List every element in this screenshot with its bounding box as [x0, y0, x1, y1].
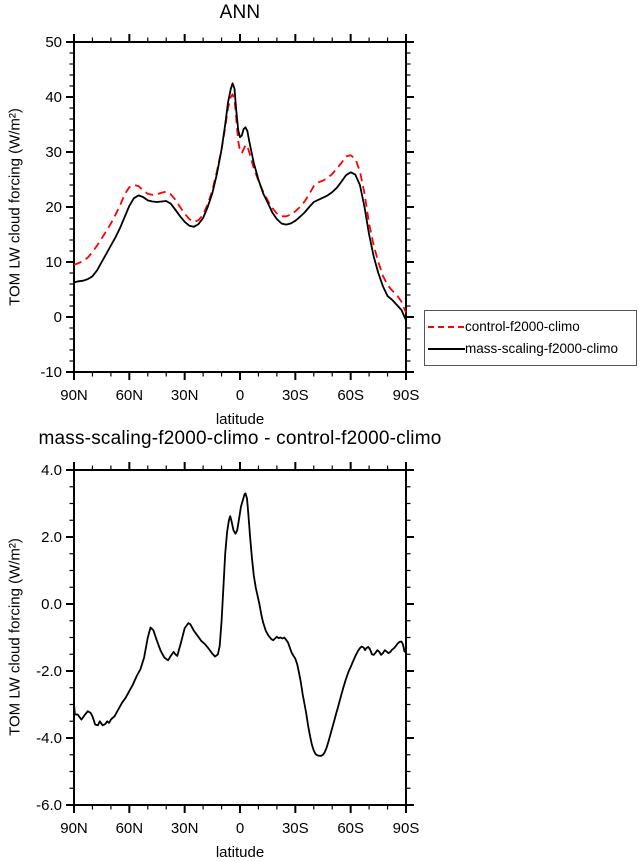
x-tick-label: 30S [282, 387, 309, 404]
y-tick-label: -10 [40, 364, 62, 381]
series-line [73, 93, 407, 313]
x-tick-label: 90S [393, 820, 420, 837]
x-tick-label: 60S [337, 820, 364, 837]
y-tick-label: -6.0 [36, 797, 62, 814]
y-tick-label: 2.0 [41, 529, 62, 546]
x-tick-label: 90N [60, 387, 88, 404]
bottom-chart-title: mass-scaling-f2000-climo - control-f2000… [38, 428, 442, 449]
chart-0: 90N 60N 30N 0 30S 60S 90S 50 40 30 20 10 0 -10 [40, 34, 419, 404]
legend-box: control-f2000-climo mass-scaling-f2000-c… [424, 310, 637, 366]
x-tick-label: 90S [393, 387, 420, 404]
red-dashed-line-icon [428, 326, 465, 329]
y-tick-label: 20 [45, 199, 62, 216]
y-tick-label: 50 [45, 34, 62, 51]
x-tick-label: 60N [116, 820, 144, 837]
y-tick-label: 0 [54, 309, 62, 326]
y-tick-label: 10 [45, 254, 62, 271]
y-tick-label: -4.0 [36, 730, 62, 747]
series-line [73, 82, 407, 321]
x-tick-label: 90N [60, 820, 88, 837]
y-tick-label: 40 [45, 89, 62, 106]
top-chart-title: ANN [219, 2, 261, 23]
bottom-chart-y-axis-label: TOM LW cloud forcing (W/m²) [6, 538, 24, 736]
bottom-chart-x-axis-label: latitude [215, 844, 265, 861]
x-tick-label: 0 [236, 820, 244, 837]
y-tick-label: 0.0 [41, 596, 62, 613]
series-line [73, 492, 407, 757]
chart-1: 90N 60N 30N 0 30S 60S 90S 4.0 2.0 0.0 -2.0 -4.0 -6.0 [36, 462, 419, 837]
legend-label-control: control-f2000-climo [465, 319, 580, 335]
black-solid-line-icon [428, 347, 465, 350]
top-chart-x-axis-label: latitude [215, 411, 265, 428]
x-tick-label: 30S [282, 820, 309, 837]
y-tick-label: 30 [45, 144, 62, 161]
x-tick-label: 30N [171, 820, 199, 837]
x-tick-label: 60S [337, 387, 364, 404]
y-tick-label: -2.0 [36, 663, 62, 680]
top-chart-y-axis-label: TOM LW cloud forcing (W/m²) [6, 108, 24, 306]
y-tick-label: 4.0 [41, 462, 62, 479]
legend-item-mass-scaling: mass-scaling-f2000-climo [428, 341, 634, 357]
x-tick-label: 0 [236, 387, 244, 404]
x-tick-label: 30N [171, 387, 199, 404]
x-tick-label: 60N [116, 387, 144, 404]
legend-item-control: control-f2000-climo [428, 319, 634, 335]
legend-label-mass-scaling: mass-scaling-f2000-climo [465, 340, 619, 356]
